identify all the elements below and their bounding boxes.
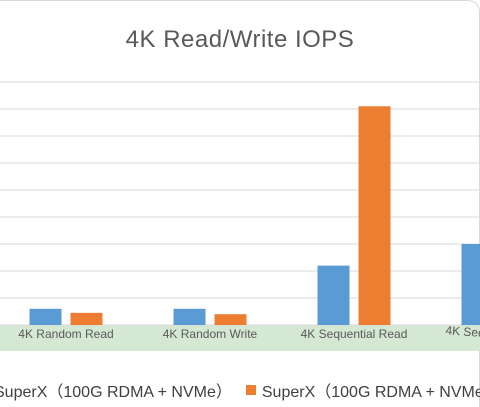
x-tick-label: 4K Random Write [163,327,258,341]
legend-swatch [245,385,256,395]
legend-label: SuperX（100G RDMA + NVMe） [261,384,480,401]
bar [214,314,247,325]
bar [358,106,391,325]
chart-title: 4K Read/Write IOPS [125,26,355,53]
category-axis-band [0,325,480,351]
legend: SuperX（100G RDMA + NVMe） SuperX（100G RDMA… [0,378,480,402]
x-tick-label: 4K Sequential Read [301,327,408,341]
legend-label: SuperX（100G RDMA + NVMe） [0,384,232,401]
bar [29,308,62,325]
bar [173,308,206,325]
bar [317,265,350,325]
legend-entry: SuperX（100G RDMA + NVMe） [245,378,480,402]
bar [70,312,103,325]
x-tick-label: 4K Random Read [18,327,113,341]
legend-entry: SuperX（100G RDMA + NVMe） [0,378,232,402]
bar [461,244,480,325]
